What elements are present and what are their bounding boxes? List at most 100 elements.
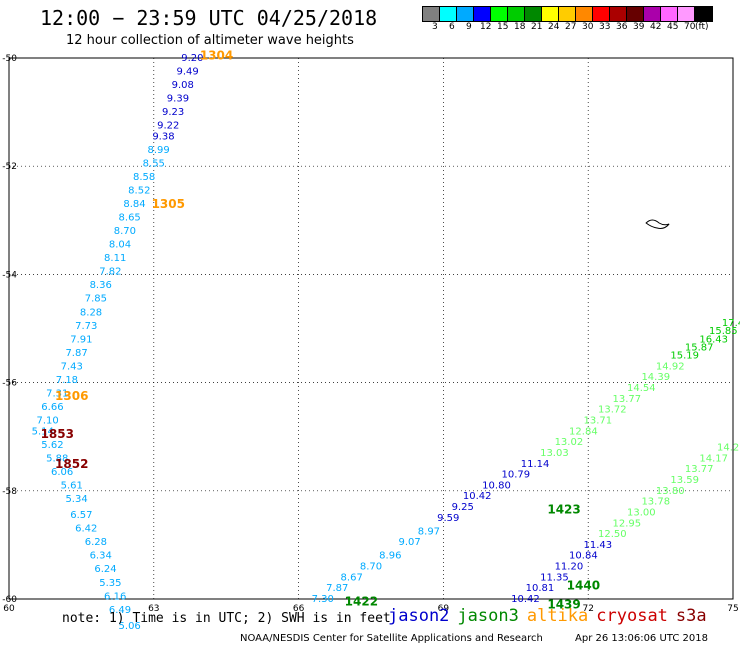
color-scale-label: 12 bbox=[480, 22, 492, 32]
color-scale-swatch bbox=[491, 7, 508, 21]
color-scale-swatch bbox=[661, 7, 678, 21]
satellite-legend: jason2 jason3 altika cryosat s3a bbox=[388, 606, 715, 626]
color-scale-label: 15 bbox=[497, 22, 509, 32]
color-scale-label: 6 bbox=[449, 22, 455, 32]
swh-value-label: 7.18 bbox=[56, 375, 78, 386]
color-scale-swatch bbox=[542, 7, 559, 21]
swh-value-label: 7.87 bbox=[65, 348, 87, 359]
swh-value-label: 7.85 bbox=[85, 294, 107, 305]
swh-value-label: 6.34 bbox=[90, 551, 112, 562]
legend-entry: altika bbox=[526, 606, 589, 626]
swh-value-label: 8.36 bbox=[90, 280, 112, 291]
swh-value-label: 5.88 bbox=[46, 453, 68, 464]
swh-value-label: 9.08 bbox=[172, 80, 194, 91]
legend-entry: jason2 bbox=[388, 606, 450, 626]
swh-value-label: 7.91 bbox=[70, 334, 92, 345]
swh-value-label: 15.19 bbox=[670, 351, 699, 362]
swh-value-label: 11.43 bbox=[584, 540, 613, 551]
swh-value-label: 9.49 bbox=[176, 67, 198, 78]
color-scale-label: 33 bbox=[599, 22, 611, 32]
y-tick-label: -56 bbox=[2, 379, 17, 389]
swh-value-label: 6.66 bbox=[41, 402, 63, 413]
y-tick-label: -60 bbox=[2, 595, 17, 605]
legend-entry: s3a bbox=[675, 606, 707, 626]
plot-frame bbox=[8, 57, 734, 600]
swh-value-label: 5.14 bbox=[32, 426, 54, 437]
swh-value-label: 14.2 bbox=[717, 443, 739, 454]
swh-value-label: 13.72 bbox=[598, 405, 627, 416]
swh-value-label: 13.03 bbox=[540, 448, 569, 459]
swh-value-label: 13.77 bbox=[612, 394, 641, 405]
swh-value-label: 13.00 bbox=[627, 507, 656, 518]
swh-value-label: 17.4 bbox=[722, 318, 740, 329]
pass-time-label: 1853 bbox=[41, 427, 74, 441]
swh-value-label: 8.99 bbox=[147, 145, 169, 156]
swh-value-label: 10.79 bbox=[501, 470, 530, 481]
swh-value-label: 15.85 bbox=[709, 326, 738, 337]
swh-value-label: 6.28 bbox=[85, 537, 107, 548]
color-scale-label: 45 bbox=[667, 22, 679, 32]
swh-value-label: 5.61 bbox=[61, 480, 83, 491]
pass-time-label: 1423 bbox=[547, 503, 580, 517]
y-tick-label: -52 bbox=[2, 162, 17, 172]
color-scale-swatch bbox=[508, 7, 525, 21]
chart-subtitle: 12 hour collection of altimeter wave hei… bbox=[66, 33, 354, 48]
color-scale-swatch bbox=[559, 7, 576, 21]
swh-value-label: 11.35 bbox=[540, 572, 569, 583]
swh-value-label: 8.84 bbox=[123, 199, 145, 210]
swh-value-label: 11.20 bbox=[555, 562, 584, 573]
swh-value-label: 14.39 bbox=[641, 372, 670, 383]
color-scale-label: 27 bbox=[565, 22, 577, 32]
swh-value-label: 8.97 bbox=[418, 526, 440, 537]
swh-value-label: 7.82 bbox=[99, 267, 121, 278]
swh-value-label: 5.34 bbox=[65, 494, 87, 505]
swh-value-label: 6.24 bbox=[94, 564, 116, 575]
swh-value-label: 13.02 bbox=[555, 437, 584, 448]
color-scale-swatch bbox=[440, 7, 457, 21]
legend-entry: cryosat bbox=[596, 606, 668, 626]
swh-value-label: 6.42 bbox=[75, 524, 97, 535]
color-scale-swatch bbox=[678, 7, 695, 21]
swh-value-label: 9.07 bbox=[398, 537, 420, 548]
color-scale-label: (ft) bbox=[695, 22, 709, 32]
swh-value-label: 7.73 bbox=[75, 321, 97, 332]
pass-time-label: 1440 bbox=[567, 578, 600, 592]
swh-value-label: 9.20 bbox=[181, 53, 203, 64]
swh-value-label: 13.71 bbox=[584, 415, 613, 426]
chart-title: 12:00 − 23:59 UTC 04/25/2018 bbox=[40, 6, 378, 30]
swh-value-label: 5.06 bbox=[119, 621, 141, 632]
swh-value-label: 8.28 bbox=[80, 307, 102, 318]
color-scale-label: 30 bbox=[582, 22, 594, 32]
color-scale-label: 70 bbox=[684, 22, 696, 32]
color-scale-swatch bbox=[593, 7, 610, 21]
y-tick-label: -58 bbox=[2, 487, 17, 497]
color-scale-label: 18 bbox=[514, 22, 526, 32]
swh-value-label: 11.14 bbox=[521, 459, 550, 470]
color-scale-label: 9 bbox=[466, 22, 472, 32]
color-scale-label: 39 bbox=[633, 22, 645, 32]
swh-value-label: 7.31 bbox=[46, 388, 68, 399]
color-scale-label: 21 bbox=[531, 22, 543, 32]
swh-value-label: 7.87 bbox=[326, 583, 348, 594]
swh-value-label: 13.80 bbox=[656, 486, 685, 497]
color-scale-bar bbox=[422, 6, 713, 22]
swh-value-label: 8.70 bbox=[114, 226, 136, 237]
swh-value-label: 8.96 bbox=[379, 551, 401, 562]
swh-value-label: 7.10 bbox=[36, 415, 58, 426]
swh-value-label: 5.35 bbox=[99, 578, 121, 589]
color-scale-label: 3 bbox=[432, 22, 438, 32]
x-tick-label: 75 bbox=[727, 604, 738, 614]
swh-value-label: 6.06 bbox=[51, 467, 73, 478]
x-tick-label: 60 bbox=[3, 604, 15, 614]
island-outline bbox=[645, 219, 670, 230]
generation-timestamp: Apr 26 13:06:06 UTC 2018 bbox=[575, 633, 708, 644]
swh-value-label: 8.52 bbox=[128, 186, 150, 197]
swh-value-label: 10.42 bbox=[463, 491, 492, 502]
swh-value-label: 13.59 bbox=[670, 475, 699, 486]
color-scale-swatch bbox=[627, 7, 644, 21]
swh-value-label: 7.30 bbox=[312, 594, 334, 605]
color-scale-swatch bbox=[695, 7, 712, 21]
pass-time-label: 1304 bbox=[200, 48, 233, 62]
pass-time-label: 1306 bbox=[55, 389, 88, 403]
